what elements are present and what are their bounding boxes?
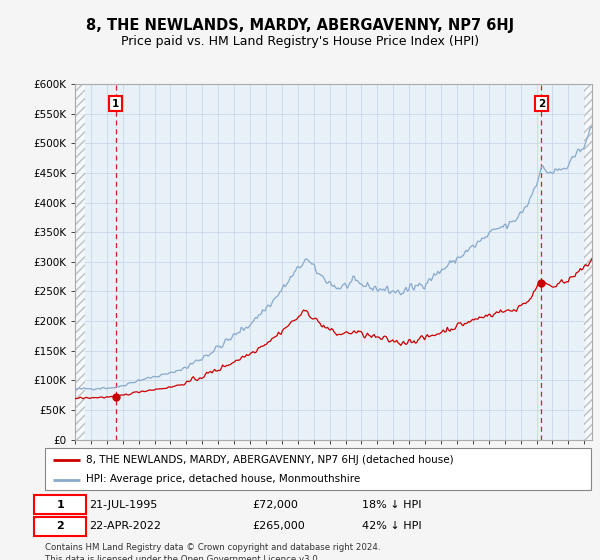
FancyBboxPatch shape	[34, 495, 86, 515]
Text: 1: 1	[56, 500, 64, 510]
Text: HPI: Average price, detached house, Monmouthshire: HPI: Average price, detached house, Monm…	[86, 474, 360, 484]
FancyBboxPatch shape	[45, 448, 591, 490]
Text: Price paid vs. HM Land Registry's House Price Index (HPI): Price paid vs. HM Land Registry's House …	[121, 35, 479, 48]
Text: 18% ↓ HPI: 18% ↓ HPI	[362, 500, 421, 510]
Bar	[584, 84, 594, 440]
Text: 8, THE NEWLANDS, MARDY, ABERGAVENNY, NP7 6HJ: 8, THE NEWLANDS, MARDY, ABERGAVENNY, NP7…	[86, 18, 514, 33]
Text: 8, THE NEWLANDS, MARDY, ABERGAVENNY, NP7 6HJ (detached house): 8, THE NEWLANDS, MARDY, ABERGAVENNY, NP7…	[86, 455, 454, 465]
Text: 2: 2	[56, 521, 64, 531]
Text: 21-JUL-1995: 21-JUL-1995	[89, 500, 157, 510]
Text: £265,000: £265,000	[253, 521, 305, 531]
FancyBboxPatch shape	[34, 517, 86, 536]
Text: 1: 1	[112, 99, 119, 109]
Text: 2: 2	[538, 99, 545, 109]
Text: 42% ↓ HPI: 42% ↓ HPI	[362, 521, 421, 531]
Bar	[75, 84, 85, 440]
Text: 22-APR-2022: 22-APR-2022	[89, 521, 161, 531]
Text: Contains HM Land Registry data © Crown copyright and database right 2024.
This d: Contains HM Land Registry data © Crown c…	[45, 543, 380, 560]
Text: £72,000: £72,000	[253, 500, 298, 510]
